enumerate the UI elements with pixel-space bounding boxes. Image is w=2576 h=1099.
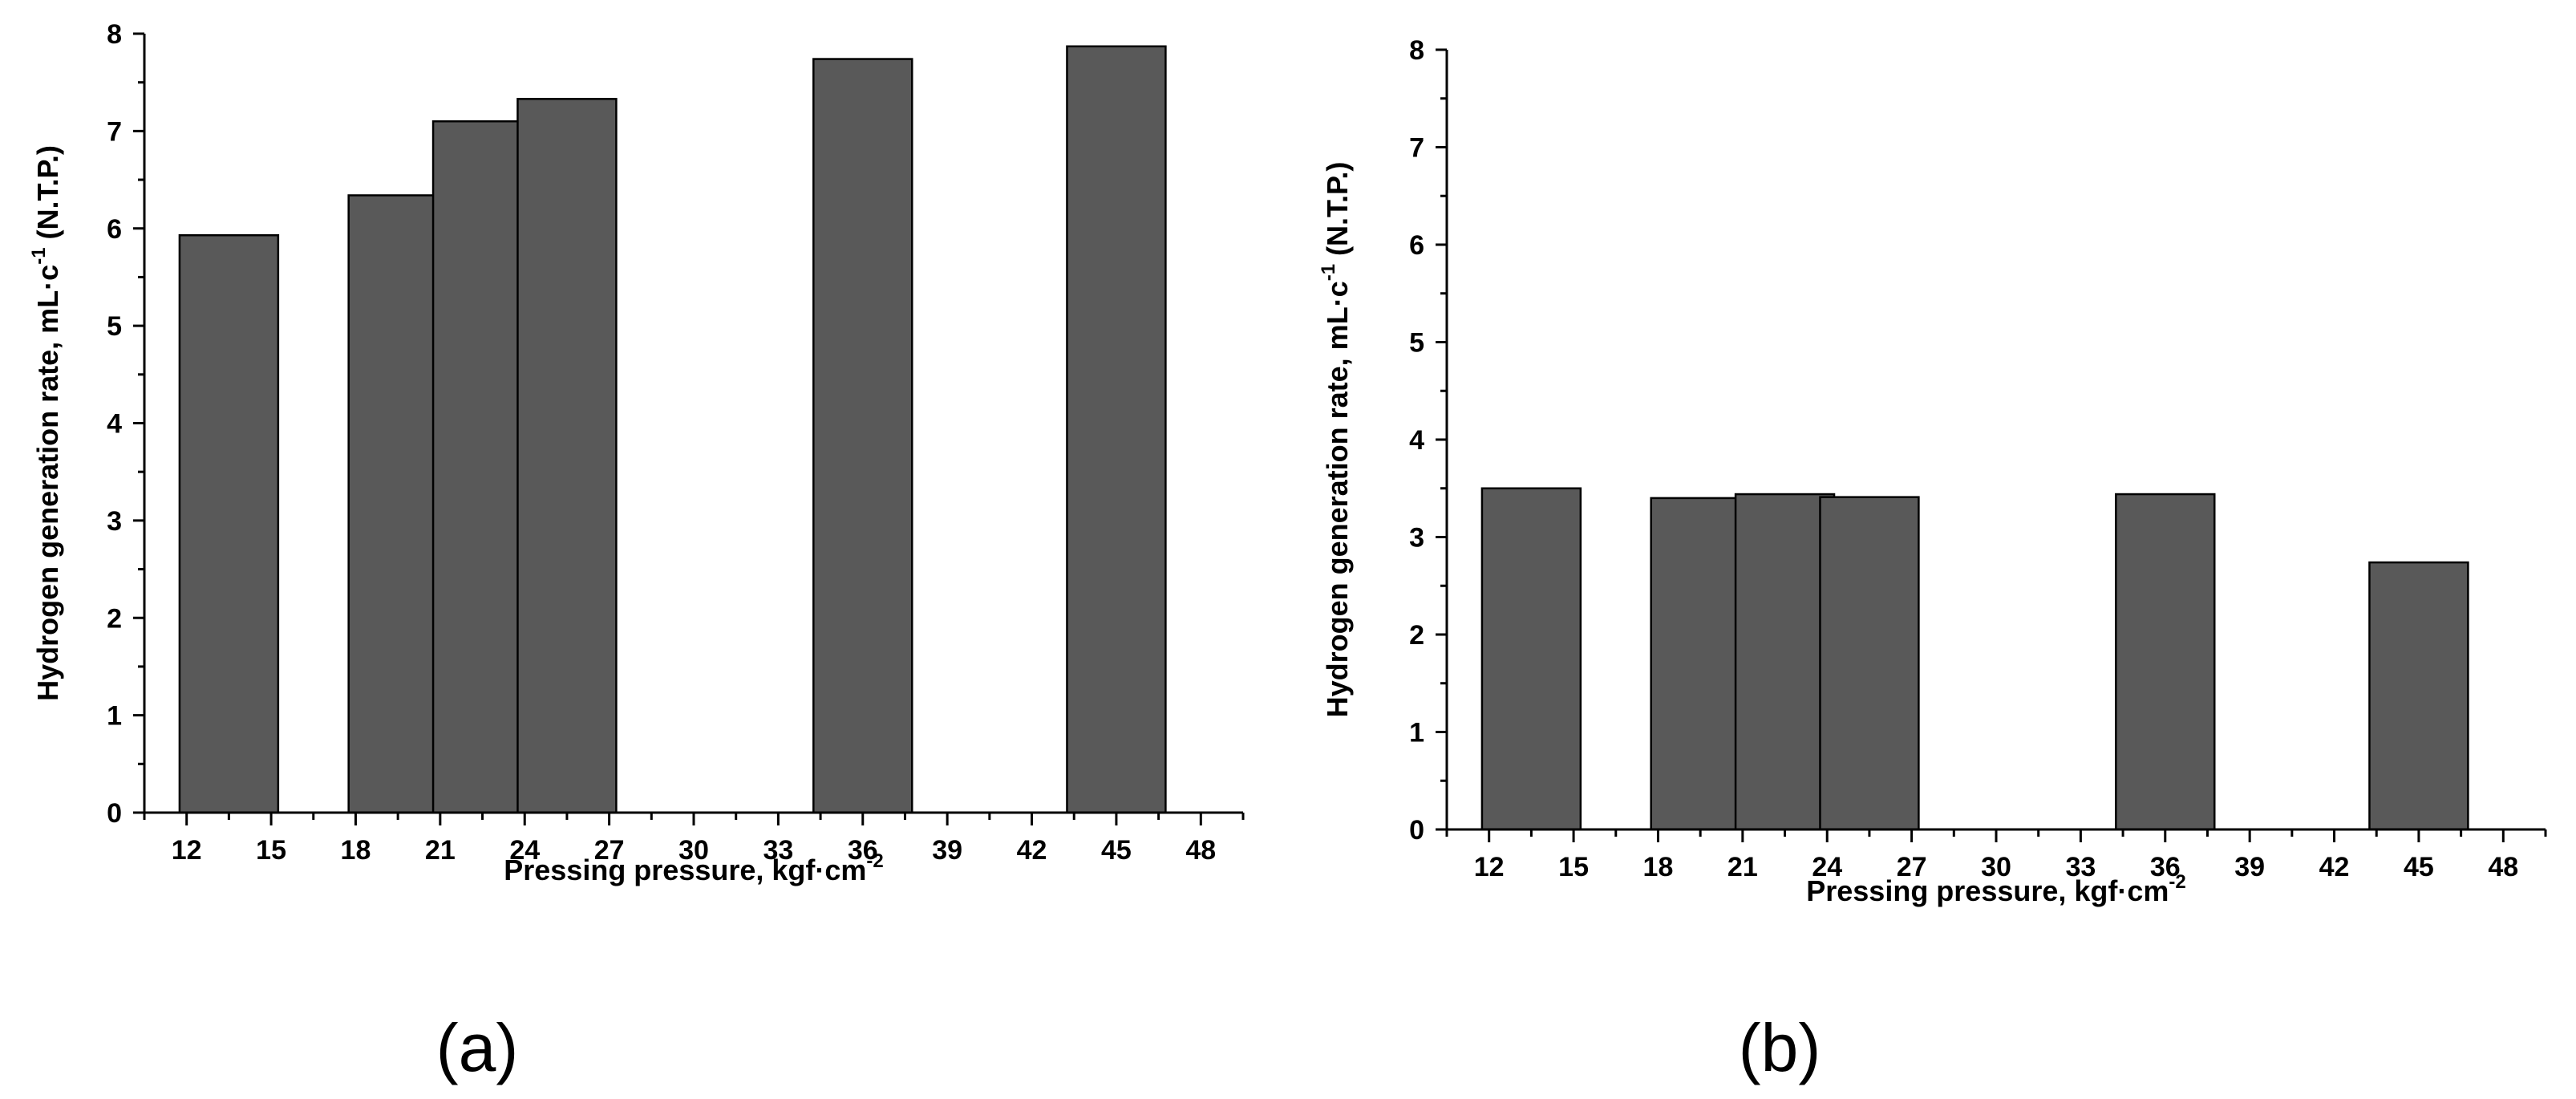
y-tick-label: 6	[107, 214, 122, 245]
bar	[1734, 493, 1836, 831]
y-axis-title: Hydrogen generation rate, mL·c-1 (N.T.P.…	[28, 145, 64, 701]
x-tick-label: 21	[1727, 852, 1758, 882]
bar	[1650, 497, 1751, 831]
bar	[2115, 493, 2216, 831]
x-tick-label: 12	[172, 835, 202, 866]
x-tick-label: 30	[1981, 852, 2011, 882]
x-axis-title: Pressing pressure, kgf·cm-2	[504, 850, 884, 886]
x-tick-label: 18	[341, 835, 371, 866]
x-tick-label: 24	[509, 835, 540, 866]
x-axis-title: Pressing pressure, kgf·cm-2	[1806, 871, 2186, 907]
bar	[178, 233, 280, 814]
y-tick-label: 6	[1409, 230, 1424, 261]
y-tick-label: 0	[107, 798, 122, 829]
x-tick-label: 27	[594, 835, 625, 866]
x-tick-label: 27	[1897, 852, 1927, 882]
x-tick-label: 45	[2404, 852, 2434, 882]
bar	[347, 194, 448, 814]
bar	[1480, 487, 1582, 831]
bar	[1066, 45, 1167, 814]
x-tick-label: 42	[2319, 852, 2350, 882]
y-tick-label: 7	[107, 116, 122, 147]
y-tick-label: 5	[107, 311, 122, 342]
x-tick-label: 30	[678, 835, 709, 866]
x-tick-label: 36	[2150, 852, 2181, 882]
bar	[516, 98, 618, 814]
panel-label: (b)	[1739, 1010, 1821, 1085]
x-tick-label: 39	[932, 835, 962, 866]
x-tick-label: 15	[1558, 852, 1589, 882]
panel-label: (a)	[436, 1010, 519, 1085]
x-tick-label: 48	[1185, 835, 1216, 866]
y-tick-label: 8	[107, 19, 122, 50]
y-axis-title: Hydrogen generation rate, mL·c-1 (N.T.P.…	[1318, 162, 1354, 718]
bar	[431, 120, 533, 814]
x-tick-label: 15	[256, 835, 286, 866]
y-tick-label: 1	[107, 701, 122, 732]
bar	[1819, 496, 1920, 831]
x-tick-label: 12	[1474, 852, 1505, 882]
y-tick-label: 4	[107, 409, 122, 440]
y-tick-label: 4	[1409, 425, 1424, 456]
x-tick-label: 24	[1812, 852, 1842, 882]
y-tick-label: 7	[1409, 133, 1424, 164]
y-tick-label: 3	[107, 506, 122, 537]
x-tick-label: 33	[763, 835, 793, 866]
x-tick-label: 33	[2065, 852, 2096, 882]
y-tick-label: 2	[107, 603, 122, 634]
x-tick-label: 18	[1643, 852, 1674, 882]
y-tick-label: 2	[1409, 620, 1424, 651]
y-tick-label: 1	[1409, 718, 1424, 748]
y-tick-label: 0	[1409, 815, 1424, 846]
x-tick-label: 36	[848, 835, 878, 866]
x-tick-label: 42	[1017, 835, 1047, 866]
x-tick-label: 39	[2234, 852, 2265, 882]
bar	[812, 58, 913, 814]
bar	[2368, 561, 2469, 831]
x-tick-label: 48	[2488, 852, 2518, 882]
y-tick-label: 3	[1409, 523, 1424, 554]
x-tick-label: 21	[425, 835, 456, 866]
x-tick-label: 45	[1101, 835, 1132, 866]
y-tick-label: 5	[1409, 328, 1424, 359]
y-tick-label: 8	[1409, 35, 1424, 66]
